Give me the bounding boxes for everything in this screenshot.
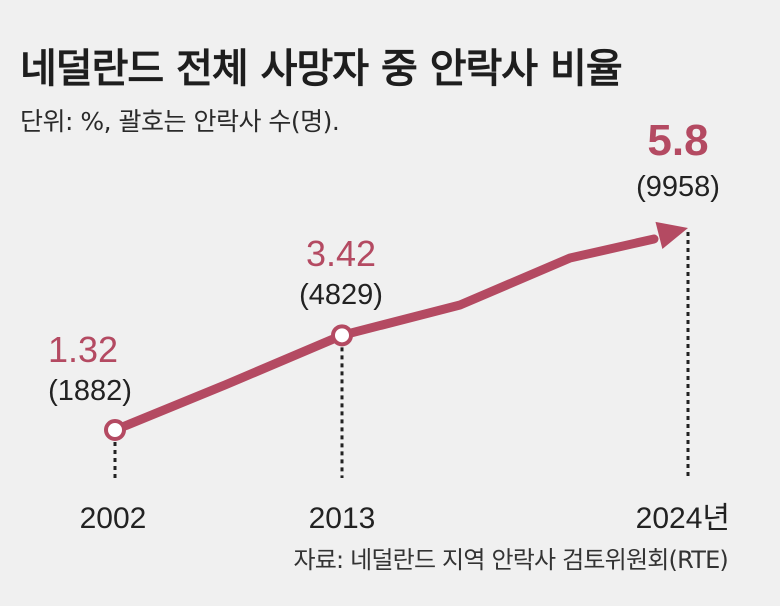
chart-title: 네덜란드 전체 사망자 중 안락사 비율 — [20, 46, 623, 92]
value-label-2002: 1.32 — [48, 329, 118, 370]
count-label-2013: (4829) — [299, 279, 383, 311]
trend-line — [110, 234, 659, 435]
x-tick-2002: 2002 — [80, 502, 147, 535]
x-tick-2013: 2013 — [309, 502, 376, 535]
source-note: 자료: 네덜란드 지역 안락사 검토위원회(RTE) — [293, 546, 728, 574]
count-label-2024: (9958) — [636, 171, 720, 203]
count-label-2002: (1882) — [48, 375, 132, 407]
value-label-2024: 5.8 — [647, 116, 708, 165]
x-tick-2024: 2024년 — [636, 502, 730, 535]
value-label-2013: 3.42 — [306, 233, 376, 274]
data-point-2013 — [331, 324, 353, 347]
data-point-2002 — [104, 419, 126, 441]
arrow-head-icon — [655, 221, 688, 249]
chart-subtitle: 단위: %, 괄호는 안락사 수(명). — [20, 107, 340, 136]
guide-lines — [113, 232, 690, 478]
data-points — [104, 324, 353, 441]
